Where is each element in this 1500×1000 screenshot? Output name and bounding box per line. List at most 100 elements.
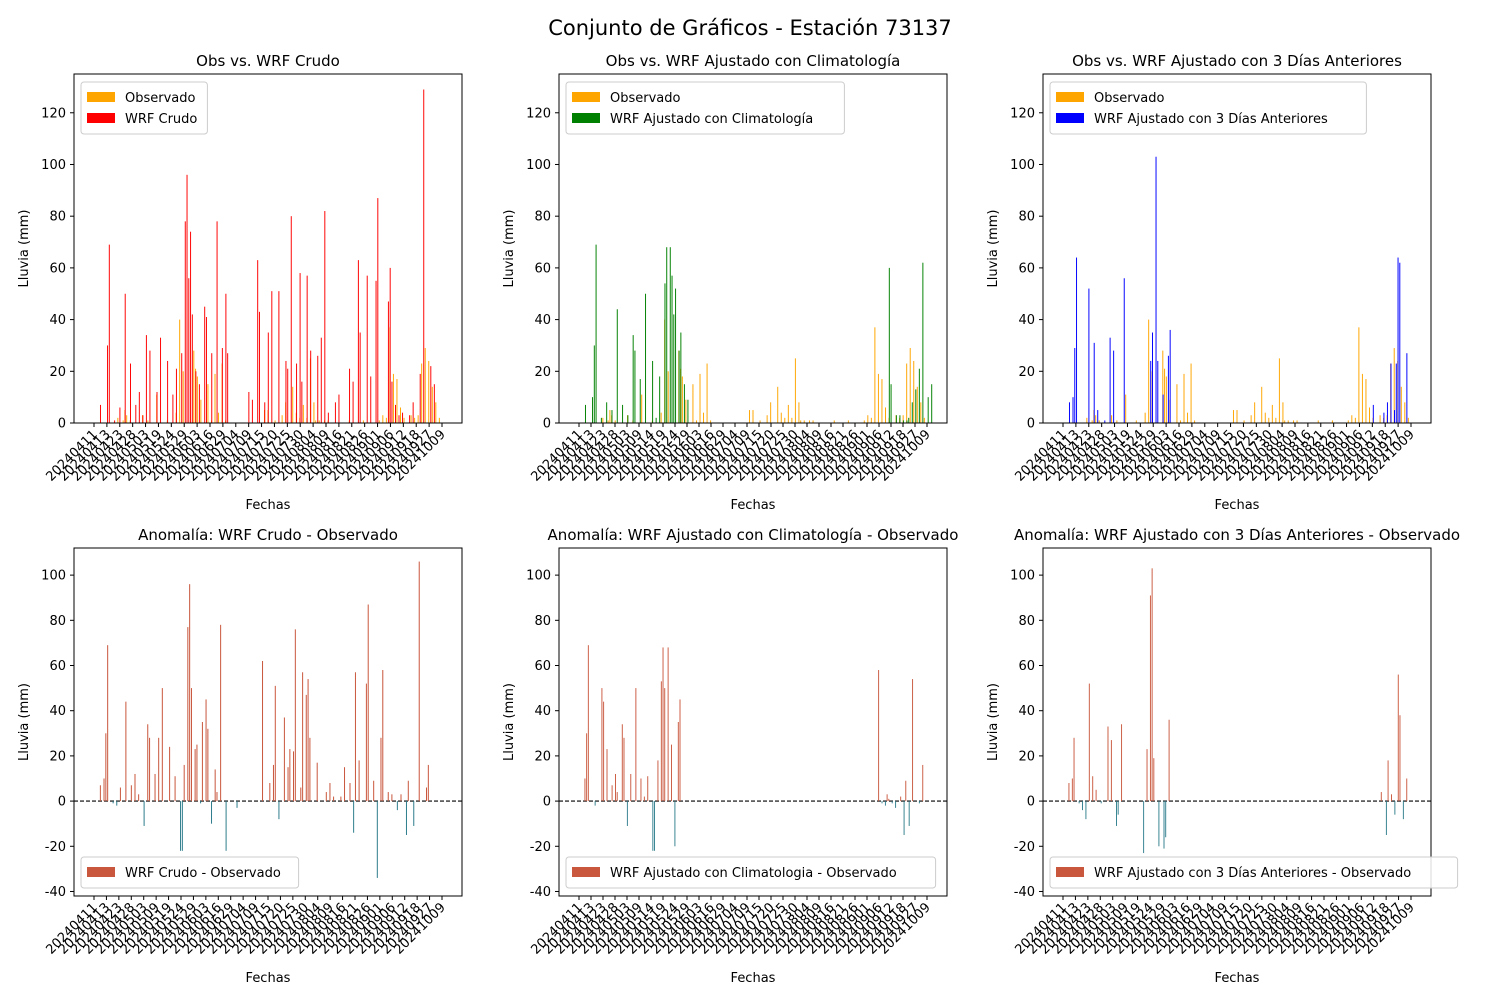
bar bbox=[800, 420, 802, 423]
bar bbox=[366, 275, 368, 423]
chart-panel-4: Anomalía: WRF Crudo - Observado -40 -20 0 20… bbox=[17, 526, 463, 986]
bar bbox=[639, 379, 641, 423]
legend-label: WRF Crudo - Observado bbox=[125, 866, 281, 881]
y-tick-label: 40 bbox=[49, 704, 66, 719]
y-tick-label: 120 bbox=[41, 106, 66, 121]
bar bbox=[867, 415, 869, 423]
bar bbox=[918, 368, 920, 423]
bar bbox=[1390, 363, 1392, 423]
bar bbox=[1351, 415, 1353, 423]
bar bbox=[635, 688, 637, 802]
bar bbox=[1107, 726, 1109, 802]
bar bbox=[1331, 420, 1333, 423]
bar bbox=[190, 231, 192, 423]
bar bbox=[803, 420, 805, 423]
bar bbox=[289, 749, 291, 802]
bar bbox=[160, 337, 162, 423]
bar bbox=[798, 402, 800, 423]
bar bbox=[193, 350, 195, 423]
bar bbox=[909, 348, 911, 423]
bar bbox=[274, 685, 276, 802]
x-axis-label: Fechas bbox=[1215, 971, 1260, 986]
y-axis-label: Lluvia (mm) bbox=[17, 210, 32, 288]
bar bbox=[895, 415, 897, 423]
bar bbox=[699, 373, 701, 423]
y-tick-label: 100 bbox=[526, 158, 551, 173]
bar bbox=[154, 773, 156, 802]
bar bbox=[424, 348, 426, 423]
bar bbox=[1086, 417, 1088, 423]
bar bbox=[278, 801, 280, 820]
bar bbox=[809, 420, 811, 423]
bar bbox=[387, 301, 389, 423]
bar bbox=[358, 760, 360, 802]
bar bbox=[1071, 778, 1073, 802]
bar bbox=[417, 415, 419, 423]
x-axis-label: Fechas bbox=[731, 971, 776, 986]
bar bbox=[1187, 412, 1189, 423]
bar bbox=[1082, 801, 1083, 811]
bar bbox=[1167, 355, 1169, 423]
legend-box bbox=[565, 81, 845, 135]
bar bbox=[287, 767, 289, 802]
bar bbox=[833, 420, 835, 423]
bar bbox=[584, 778, 586, 802]
bar bbox=[1116, 801, 1117, 826]
axes-frame bbox=[1042, 547, 1432, 897]
y-tick-label: 100 bbox=[526, 569, 551, 584]
legend-swatch bbox=[1056, 113, 1084, 123]
bar bbox=[1068, 402, 1070, 423]
bar bbox=[407, 780, 409, 802]
series-1 bbox=[584, 645, 924, 851]
y-axis-label: Lluvia (mm) bbox=[502, 683, 517, 761]
y-tick-label: -20 bbox=[530, 840, 551, 855]
bar bbox=[603, 701, 605, 802]
bar bbox=[794, 358, 796, 423]
bar bbox=[654, 801, 656, 851]
bar bbox=[274, 420, 276, 423]
bar bbox=[125, 701, 127, 802]
bar bbox=[433, 384, 435, 423]
bar bbox=[373, 780, 375, 802]
bar bbox=[1287, 420, 1289, 423]
axes-frame bbox=[73, 73, 463, 424]
bar bbox=[333, 796, 335, 802]
bar bbox=[634, 350, 636, 423]
y-tick-label: 20 bbox=[1018, 749, 1035, 764]
bar bbox=[664, 283, 666, 423]
bar bbox=[112, 801, 114, 804]
bar bbox=[906, 420, 908, 423]
bar bbox=[899, 415, 901, 423]
bar bbox=[418, 561, 420, 802]
bar bbox=[108, 244, 110, 423]
bar bbox=[174, 776, 176, 802]
y-tick-label: 40 bbox=[1018, 704, 1035, 719]
bar bbox=[278, 291, 280, 423]
legend-swatch bbox=[87, 867, 115, 877]
y-tick-label: -20 bbox=[1014, 840, 1035, 855]
bar bbox=[903, 801, 905, 835]
y-tick-label: 20 bbox=[534, 749, 551, 764]
y-tick-label: 120 bbox=[526, 106, 551, 121]
bar bbox=[895, 801, 897, 808]
bar bbox=[391, 794, 393, 802]
bar bbox=[421, 363, 423, 423]
bar bbox=[296, 363, 298, 423]
bar bbox=[1097, 410, 1099, 423]
bar bbox=[258, 311, 260, 423]
bar bbox=[1399, 715, 1401, 802]
bar bbox=[114, 420, 116, 423]
bar bbox=[666, 247, 668, 423]
bar bbox=[1100, 801, 1102, 804]
chart-title: Obs vs. WRF Ajustado con 3 Días Anterior… bbox=[1072, 52, 1402, 70]
bar bbox=[327, 412, 329, 423]
y-tick-label: 20 bbox=[534, 365, 551, 380]
bar bbox=[435, 402, 437, 423]
bar bbox=[1164, 368, 1166, 423]
bar bbox=[338, 394, 340, 423]
bar bbox=[365, 683, 367, 802]
bar bbox=[198, 384, 200, 423]
y-tick-label: 120 bbox=[1010, 106, 1035, 121]
bar bbox=[685, 399, 687, 423]
